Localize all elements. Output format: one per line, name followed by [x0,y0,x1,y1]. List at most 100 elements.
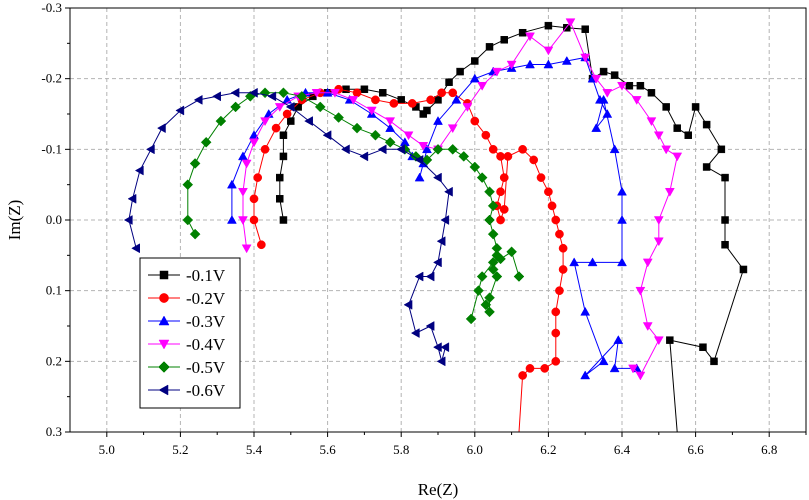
data-point [602,89,613,98]
x-tick-label: 6.8 [761,442,777,457]
data-point [625,81,634,90]
data-point [462,103,473,112]
data-point [241,159,252,169]
data-point [721,173,729,182]
data-point [518,28,527,37]
data-point [642,322,653,332]
data-point [653,237,664,247]
y-axis: -0.3 -0.2 -0.1 0.0 0.1 0.2 0.3 [41,0,70,439]
data-point [617,186,627,196]
data-point [182,214,194,226]
data-point [360,85,369,94]
data-point [436,236,446,247]
data-point [636,81,645,90]
data-point [471,57,479,65]
data-point [491,67,502,77]
legend-item: -0.4V [148,335,226,354]
data-point [672,152,683,162]
x-tick-label: 5.4 [246,442,263,457]
data-point [476,271,488,282]
data-point [506,246,517,258]
data-point [591,123,602,132]
data-point [496,215,505,225]
data-point [432,342,442,353]
data-point [543,46,554,56]
data-point [569,257,580,267]
data-point [397,96,405,104]
data-point [602,108,613,118]
data-point [647,89,656,97]
data-point [447,124,458,134]
data-point [436,356,446,367]
data-point [662,103,670,111]
data-point [279,216,288,224]
data-point [547,201,557,211]
data-point [580,53,591,63]
data-point [487,200,499,212]
data-point [710,357,718,366]
data-point [609,144,620,154]
data-point [661,145,672,155]
data-point [476,172,488,183]
data-point [598,356,609,366]
y-tick-label: 0.1 [46,283,62,298]
data-point [249,194,259,204]
data-point [653,131,664,141]
data-point [230,87,240,98]
series-1 [276,21,748,432]
data-point [352,88,362,98]
data-point [311,89,322,98]
legend-label: -0.5V [186,358,226,377]
legend-label: -0.6V [186,381,226,400]
data-point [558,243,568,253]
data-point [437,88,447,98]
data-point [469,161,481,173]
data-point [287,117,295,125]
data-point [702,120,711,129]
legend-label: -0.1V [186,266,226,285]
data-point [717,145,726,154]
data-point [635,371,646,381]
data-point [238,187,248,197]
x-tick-label: 5.0 [99,442,115,457]
data-point [691,103,700,111]
data-point [448,88,458,98]
data-point [551,307,561,317]
data-point [189,158,201,169]
x-axis-title: Re(Z) [418,480,459,499]
x-tick-label: 5.8 [393,442,409,457]
data-point [491,271,503,282]
data-point [282,109,292,119]
data-point [484,292,495,304]
data-point [477,81,488,91]
data-point [465,313,477,325]
data-point [396,144,405,155]
data-point [433,116,443,125]
y-tick-label: -0.2 [41,71,62,86]
data-point [425,321,435,331]
data-point [631,96,642,105]
data-point [200,136,212,148]
data-point [276,195,284,203]
data-point [551,215,561,225]
y-tick-label: -0.3 [41,0,62,15]
data-point [598,94,609,104]
data-point [664,187,675,197]
data-point [267,91,277,102]
data-point [418,142,429,151]
x-tick-label: 6.0 [467,442,483,457]
data-point [304,116,313,126]
legend-item: -0.1V [148,266,226,285]
data-point [263,108,274,118]
data-point [525,32,535,42]
x-tick-label: 6.6 [687,442,704,457]
data-point [653,336,664,346]
data-point [580,370,591,380]
data-point [565,18,576,28]
data-point [495,253,506,265]
data-point [379,89,387,97]
data-point [481,130,491,140]
data-point [543,59,554,69]
data-point [274,103,285,112]
